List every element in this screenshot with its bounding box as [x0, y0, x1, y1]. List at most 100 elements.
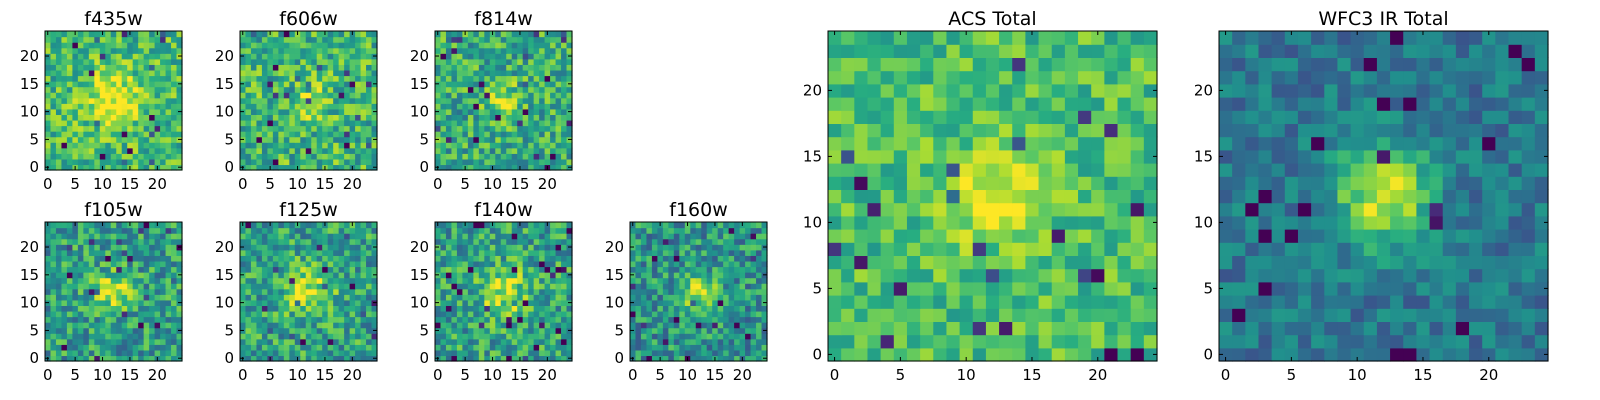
- heatmap-cell: [256, 92, 263, 99]
- heatmap-cell: [695, 249, 702, 256]
- heatmap-cell: [132, 69, 139, 77]
- heatmap-cell: [338, 142, 345, 149]
- heatmap-cell: [105, 47, 112, 54]
- heatmap-cell: [712, 227, 719, 234]
- heatmap-cell: [261, 64, 268, 71]
- heatmap-cell: [333, 344, 340, 351]
- heatmap-cell: [294, 147, 301, 154]
- heatmap-cell: [555, 322, 562, 329]
- heatmap-cell: [240, 92, 247, 99]
- heatmap-cell: [311, 283, 318, 290]
- heatmap-cell: [528, 344, 535, 351]
- heatmap-cell: [316, 316, 323, 323]
- heatmap-cell: [45, 277, 52, 284]
- heatmap-cell: [985, 163, 1000, 177]
- heatmap-cell: [154, 64, 161, 71]
- heatmap-cell: [261, 131, 268, 138]
- heatmap-cell: [116, 64, 123, 71]
- heatmap-cell: [138, 147, 145, 154]
- heatmap-cell: [985, 215, 1000, 230]
- heatmap-cell: [171, 277, 178, 284]
- heatmap-cell: [456, 81, 463, 88]
- heatmap-cell: [50, 277, 57, 284]
- heatmap-cell: [294, 233, 301, 240]
- heatmap-cell: [289, 47, 296, 54]
- heatmap-cell: [50, 36, 57, 43]
- heatmap-cell: [662, 222, 669, 229]
- heatmap-cell: [176, 153, 183, 160]
- heatmap-cell: [245, 238, 252, 245]
- heatmap-cell: [561, 31, 568, 38]
- heatmap-cell: [316, 75, 323, 82]
- heatmap-cell: [484, 131, 491, 138]
- heatmap-cell: [366, 244, 373, 251]
- heatmap-cell: [566, 131, 573, 138]
- y-tick-label: 0: [29, 349, 39, 367]
- heatmap-cell: [893, 202, 908, 217]
- heatmap-cell: [484, 288, 491, 295]
- heatmap-cell: [717, 255, 724, 262]
- heatmap-cell: [360, 53, 367, 60]
- heatmap-cell: [701, 305, 708, 312]
- heatmap-cell: [143, 36, 150, 43]
- heatmap-cell: [132, 333, 139, 340]
- heatmap-cell: [366, 69, 373, 77]
- heatmap-cell: [1091, 268, 1105, 283]
- heatmap-cell: [349, 142, 356, 149]
- heatmap-cell: [360, 131, 367, 138]
- heatmap-cell: [83, 272, 90, 279]
- y-tick-label: 5: [224, 321, 234, 339]
- heatmap-cell: [646, 255, 653, 262]
- heatmap-cell: [473, 97, 480, 104]
- heatmap-cell: [149, 136, 156, 143]
- heatmap-cell: [533, 92, 540, 99]
- heatmap-cell: [828, 242, 842, 256]
- heatmap-cell: [462, 238, 469, 245]
- heatmap-cell: [1051, 163, 1066, 177]
- heatmap-cell: [630, 338, 637, 345]
- heatmap-cell: [1091, 242, 1105, 256]
- heatmap-cell: [45, 103, 52, 110]
- heatmap-cell: [116, 316, 123, 323]
- heatmap-cell: [684, 233, 691, 240]
- heatmap-cell: [451, 31, 458, 38]
- heatmap-cell: [165, 244, 172, 251]
- heatmap-cell: [344, 92, 351, 99]
- heatmap-cell: [495, 81, 502, 88]
- heatmap-cell: [55, 125, 63, 132]
- heatmap-cell: [561, 86, 568, 93]
- heatmap-cell: [94, 47, 101, 54]
- heatmap-cell: [456, 158, 463, 166]
- heatmap-cell: [245, 58, 252, 65]
- heatmap-cell: [451, 36, 458, 43]
- heatmap-cell: [690, 238, 697, 245]
- heatmap-cell: [555, 125, 562, 132]
- heatmap-cell: [445, 294, 453, 301]
- heatmap-cell: [462, 305, 469, 312]
- heatmap-cell: [828, 334, 842, 349]
- heatmap-cell: [366, 164, 373, 171]
- heatmap-cell: [717, 272, 724, 279]
- heatmap-cell: [311, 119, 318, 127]
- heatmap-cell: [272, 288, 279, 295]
- heatmap-cell: [278, 283, 285, 290]
- heatmap-cell: [440, 147, 447, 154]
- heatmap-cell: [880, 242, 895, 256]
- heatmap-cell: [500, 355, 507, 362]
- heatmap-cell: [55, 294, 63, 301]
- heatmap-cell: [116, 92, 123, 99]
- heatmap-cell: [50, 244, 57, 251]
- heatmap-cell: [105, 53, 112, 60]
- heatmap-cell: [828, 163, 842, 177]
- heatmap-cell: [972, 163, 987, 177]
- heatmap-cell: [1117, 308, 1132, 322]
- heatmap-cell: [121, 164, 128, 171]
- heatmap-cell: [83, 244, 90, 251]
- heatmap-cell: [717, 238, 724, 245]
- heatmap-cell: [841, 215, 855, 230]
- heatmap-cell: [706, 294, 713, 301]
- heatmap-cell: [149, 233, 156, 240]
- heatmap-cell: [250, 164, 258, 171]
- heatmap-cell: [338, 244, 345, 251]
- heatmap-cell: [143, 283, 150, 290]
